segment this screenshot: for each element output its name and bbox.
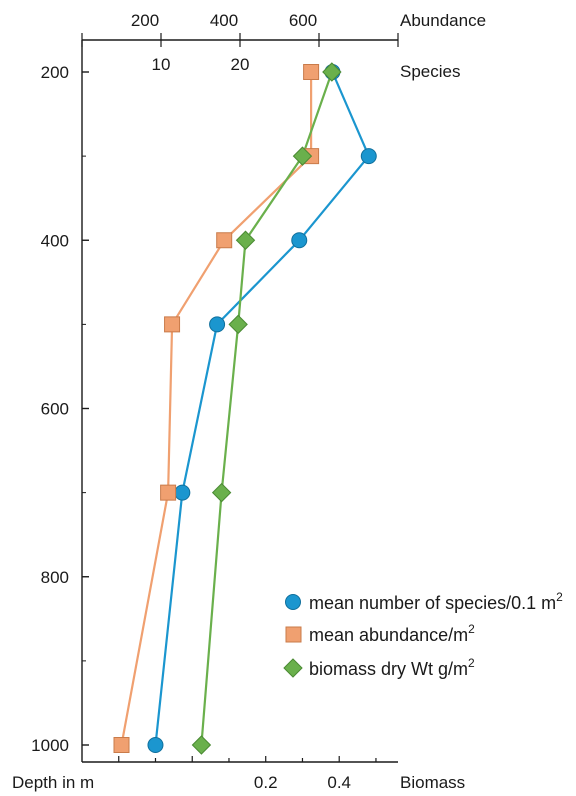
legend-square-marker: [285, 626, 302, 643]
species-tick-label: 10: [152, 55, 171, 74]
species-point: [174, 484, 191, 501]
species-axis-title: Species: [400, 62, 460, 81]
depth-axis-title: Depth in m: [12, 773, 94, 792]
top-axis-ticks: 200 400 600 10 20: [81, 11, 399, 74]
abundance-point: [113, 737, 130, 753]
abundance-point: [164, 316, 181, 333]
depth-tick-label: 800: [41, 568, 69, 587]
biomass-point: [228, 314, 248, 335]
abundance-point: [303, 64, 320, 80]
species-point: [291, 232, 308, 249]
series-line-square: [120, 72, 313, 746]
abundance-point: [160, 484, 177, 501]
depth-tick-label: 200: [41, 63, 69, 82]
legend-circle-marker: [285, 594, 301, 610]
depth-tick-label: 400: [41, 231, 69, 250]
abundance-point: [216, 232, 233, 249]
legend-label-species: mean number of species/0.1 m2: [309, 590, 563, 613]
legend-diamond-marker: [283, 658, 303, 678]
series-line-diamond: [200, 71, 333, 746]
series-lines: [120, 71, 370, 746]
bottom-axis-ticks: 0.2 0.4: [118, 756, 377, 792]
species-point: [209, 316, 226, 333]
legend-label-biomass: biomass dry Wt g/m2: [309, 656, 475, 679]
species-point: [147, 737, 164, 753]
biomass-point: [211, 482, 232, 503]
abundance-tick-label: 400: [210, 11, 238, 30]
biomass-point: [235, 230, 256, 250]
biomass-point: [322, 62, 342, 82]
biomass-axis-title: Biomass: [400, 773, 465, 792]
species-tick-label: 20: [231, 55, 250, 74]
biomass-point: [292, 146, 313, 166]
biomass-tick-label: 0.4: [327, 773, 351, 792]
abundance-tick-label: 600: [289, 11, 317, 30]
biomass-point: [191, 735, 212, 755]
series-markers: [113, 62, 377, 755]
depth-tick-label: 1000: [31, 736, 69, 755]
legend: mean number of species/0.1 m2 mean abund…: [283, 590, 563, 679]
abundance-tick-label: 200: [131, 11, 159, 30]
legend-label-abundance: mean abundance/m2: [309, 622, 475, 645]
series-line-circle: [154, 71, 370, 746]
depth-tick-label: 600: [41, 400, 69, 419]
species-point: [360, 148, 377, 165]
abundance-axis-title: Abundance: [400, 11, 486, 30]
depth-axis-ticks: 200 400 600 800 1000: [31, 63, 89, 755]
biomass-tick-label: 0.2: [254, 773, 278, 792]
